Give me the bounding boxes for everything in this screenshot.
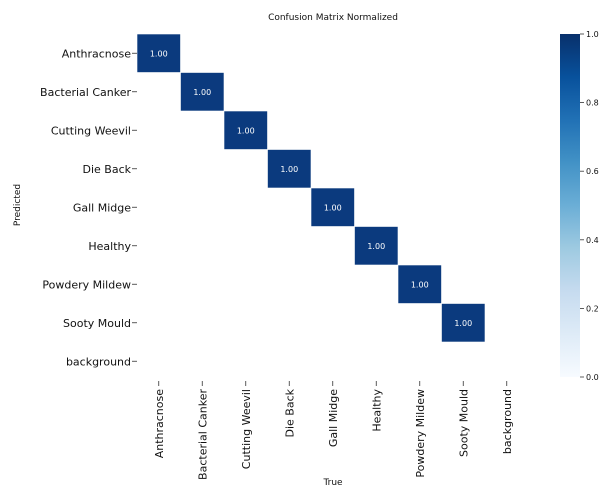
colorbar-gradient bbox=[560, 34, 580, 377]
colorbar-tick-label: 0.4 bbox=[586, 236, 599, 245]
cell-value-label: 1.00 bbox=[280, 165, 298, 174]
heatmap-cell-sooty-mould bbox=[441, 303, 486, 343]
heatmap-cell-bacterial-canker bbox=[180, 72, 225, 112]
colorbar-tick-label: 0.0 bbox=[586, 373, 599, 382]
heatmap-cell-cutting-weevil bbox=[223, 110, 268, 150]
cell-value-label: 1.00 bbox=[150, 49, 168, 58]
cell-value-label: 1.00 bbox=[454, 319, 472, 328]
chart-title: Confusion Matrix Normalized bbox=[268, 13, 398, 23]
x-tick-label-anthracnose: Anthracnose bbox=[153, 389, 166, 459]
heatmap-cell-gall-midge bbox=[310, 187, 355, 227]
colorbar-tick-label: 1.0 bbox=[586, 30, 599, 39]
y-tick-label-cutting-weevil: Cutting Weevil bbox=[51, 124, 131, 137]
y-tick-label-bacterial-canker: Bacterial Canker bbox=[40, 86, 131, 99]
colorbar: 0.0 0.2 0.4 0.6 0.8 1.0 bbox=[560, 30, 599, 382]
y-axis-label: Predicted bbox=[13, 184, 23, 226]
cell-value-label: 1.00 bbox=[324, 203, 342, 212]
x-tick-label-cutting-weevil: Cutting Weevil bbox=[240, 389, 253, 469]
colorbar-tick-label: 0.6 bbox=[586, 167, 599, 176]
y-tick-label-background: background bbox=[66, 355, 131, 368]
x-axis-label: True bbox=[322, 478, 343, 486]
x-tick-label-healthy: Healthy bbox=[370, 389, 383, 432]
cell-value-label: 1.00 bbox=[411, 280, 429, 289]
x-tick-label-die-back: Die Back bbox=[283, 388, 296, 437]
heatmap-cell-die-back bbox=[267, 149, 312, 189]
x-tick-label-sooty-mould: Sooty Mould bbox=[457, 389, 470, 457]
x-tick-label-bacterial-canker: Bacterial Canker bbox=[196, 389, 209, 480]
x-tick-label-powdery-mildew: Powdery Mildew bbox=[414, 389, 427, 478]
y-tick-label-anthracnose: Anthracnose bbox=[62, 47, 132, 60]
x-tick-labels: Anthracnose Bacterial Canker Cutting Weevi… bbox=[153, 381, 514, 480]
heatmap-cell-anthracnose bbox=[136, 33, 181, 73]
y-tick-label-die-back: Die Back bbox=[83, 163, 132, 176]
cell-value-label: 1.00 bbox=[237, 126, 255, 135]
y-tick-label-healthy: Healthy bbox=[88, 240, 131, 253]
colorbar-tick-label: 0.2 bbox=[586, 304, 599, 313]
y-tick-label-powdery-mildew: Powdery Mildew bbox=[42, 278, 131, 291]
y-tick-label-sooty-mould: Sooty Mould bbox=[63, 317, 131, 330]
x-tick-label-background: background bbox=[501, 389, 514, 454]
colorbar-tick-label: 0.8 bbox=[586, 99, 599, 108]
x-tick-label-gall-midge: Gall Midge bbox=[327, 389, 340, 447]
heatmap-cell-healthy bbox=[354, 226, 399, 266]
heatmap-cell-powdery-mildew bbox=[397, 264, 442, 304]
heatmap-cells: 1.00 1.00 1.00 1.00 1.00 1.00 1.00 1.00 bbox=[136, 33, 486, 343]
cell-value-label: 1.00 bbox=[367, 242, 385, 251]
cell-value-label: 1.00 bbox=[193, 88, 211, 97]
y-tick-label-gall-midge: Gall Midge bbox=[73, 201, 131, 214]
y-tick-labels: Anthracnose Bacterial Canker Cutting Weevi… bbox=[40, 47, 137, 368]
